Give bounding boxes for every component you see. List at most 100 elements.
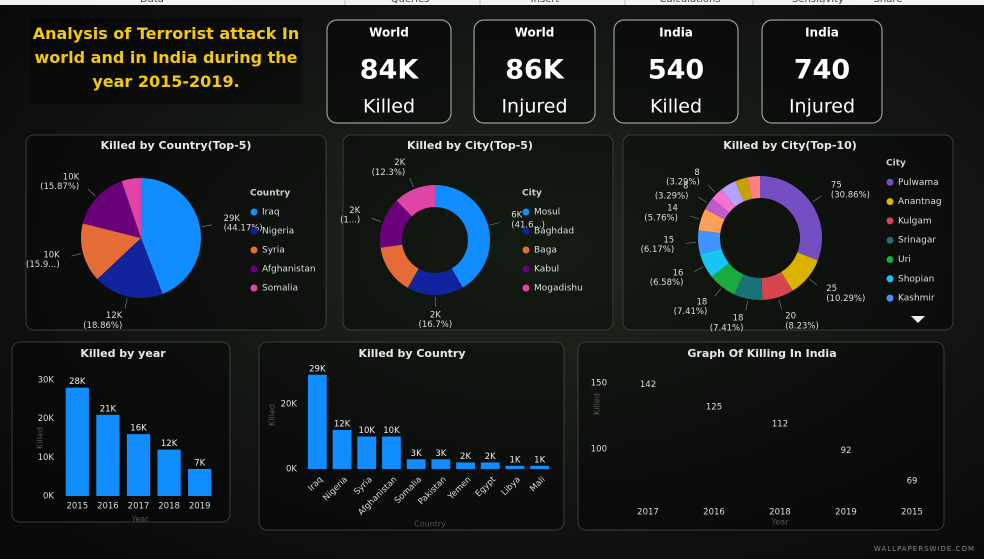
bar[interactable] [480,462,500,470]
legend-item[interactable]: Mosul [534,208,560,218]
legend-item[interactable]: Baghdad [534,227,574,237]
legend-item[interactable]: Nigeria [262,227,294,237]
slice[interactable] [761,271,793,300]
slice[interactable] [698,209,725,234]
slice[interactable] [97,238,163,298]
leader-line [689,215,700,220]
bar[interactable] [530,465,550,469]
slice[interactable] [82,181,141,238]
slice[interactable] [435,185,490,288]
bar[interactable] [188,468,212,496]
slice[interactable] [711,263,744,295]
legend-item[interactable]: Uri [898,255,911,265]
y-axis-title: Killed [268,404,277,426]
legend-item[interactable]: Kashmir [898,294,935,304]
data-label: 29K [309,364,326,374]
slice[interactable] [396,184,435,217]
bar[interactable] [65,387,89,496]
leader-line [87,189,96,197]
ribbon-tab[interactable]: Share [874,0,903,5]
legend-item[interactable]: Srinagar [898,236,936,246]
data-label: 16 (6.58%) [650,268,684,288]
bar[interactable] [307,374,327,469]
x-axis-title: Country [414,520,446,529]
kpi-value: 740 [794,55,850,86]
legend-item[interactable]: Afghanistan [262,265,316,275]
y-axis-title: Killed [36,427,45,449]
ribbon-tab[interactable]: Calculations [660,0,721,5]
data-label: 92 [841,446,852,456]
slice[interactable] [705,198,730,220]
bar[interactable] [126,434,151,496]
y-axis-title: Killed [593,393,602,415]
ribbon-tab[interactable]: Queries [391,0,430,5]
legend-title: Country [250,189,290,199]
slice[interactable] [721,181,744,207]
data-label: 6K (41.6...) [511,210,545,230]
x-tick-label: 2016 [97,502,119,512]
data-label: 14 (5.76%) [644,203,678,223]
bar[interactable] [96,414,120,496]
slice[interactable] [734,274,763,300]
leader-line [71,253,82,257]
legend-swatch [886,294,894,302]
bar[interactable] [431,459,451,469]
y-tick-label: 30K [38,376,55,386]
leader-line [707,184,716,193]
ribbon-tab[interactable]: Insert [531,0,560,5]
kpi-label: Injured [789,96,855,118]
slice[interactable] [781,252,818,291]
legend-item[interactable]: Iraq [262,208,280,218]
legend-item[interactable]: Somalia [262,284,298,294]
data-label: 12K (18.86%) [83,311,122,331]
slice[interactable] [760,176,822,261]
ribbon-tab[interactable]: Data [140,0,164,5]
title: Analysis of Terrorist attack In world an… [32,24,300,91]
legend-item[interactable]: Mogadishu [534,284,583,294]
kpi-region: India [659,26,693,40]
x-tick-label: 2019 [189,502,211,512]
slice[interactable] [747,176,760,199]
legend-item[interactable]: Shopian [898,274,934,284]
legend-item[interactable]: Syria [262,246,285,256]
panel [258,341,565,531]
bar[interactable] [505,465,525,469]
bar[interactable] [382,436,401,470]
slice[interactable] [698,230,722,255]
legend-item[interactable]: Kulgam [898,216,932,226]
bar[interactable] [406,459,426,469]
legend-item[interactable]: Kabul [534,265,559,275]
slice[interactable] [380,200,412,248]
slice[interactable] [121,178,141,238]
data-label: 10K (15.87%) [40,172,79,192]
slice[interactable] [712,189,736,213]
bar[interactable] [332,430,352,469]
chart-title: Killed by Country(Top-5) [101,139,252,152]
slice[interactable] [700,248,729,277]
legend-item[interactable]: Anantnag [898,197,942,207]
slice[interactable] [380,244,419,288]
x-tick-label: 2016 [703,507,725,517]
leader-line [745,300,748,311]
kpi-card [761,19,883,124]
ribbon-tab[interactable]: Sensitivity [792,0,844,5]
slice[interactable] [735,177,752,202]
y-tick-label: 0K [286,465,297,475]
kpi-value: 540 [648,55,704,86]
slice[interactable] [141,178,201,294]
bar[interactable] [357,436,377,470]
legend-swatch [522,227,530,235]
kpi-value: 84K [360,55,420,86]
bar[interactable] [157,449,181,496]
legend-item[interactable]: Pulwama [898,178,939,188]
legend-scroll-arrow[interactable] [911,316,925,323]
legend-swatch [522,265,530,273]
slice[interactable] [81,223,141,280]
legend-item[interactable]: Baga [534,246,557,256]
watermark: WALLPAPERSWIDE.COM [874,545,975,553]
bar[interactable] [456,462,475,470]
slice[interactable] [407,268,463,295]
data-label: 2K (16.7%) [419,310,453,330]
kpi-card [326,19,452,124]
